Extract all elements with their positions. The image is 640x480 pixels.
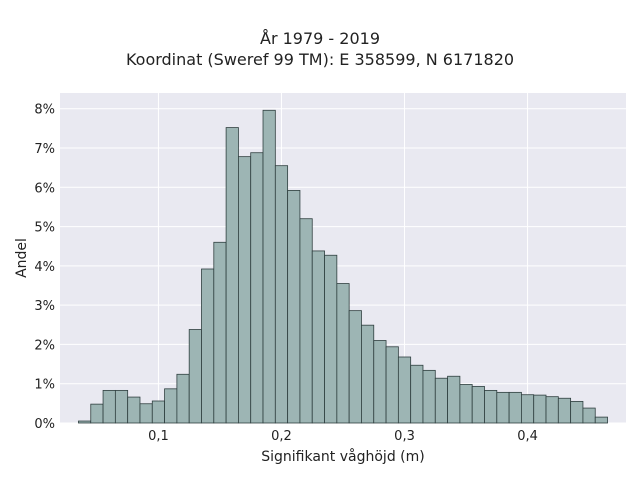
x-axis-ticks: 0,1 0,2 0,3 0,4 [148, 429, 538, 444]
bar-35 [508, 391, 522, 424]
bar-18 [299, 218, 313, 424]
bar-16 [274, 165, 289, 424]
bar-11 [213, 241, 227, 424]
bar-23 [361, 324, 375, 424]
bar-21 [336, 283, 350, 424]
x-tick-label-0: 0,1 [148, 429, 169, 444]
x-tick-label-2: 0,3 [394, 429, 415, 444]
bar-8 [176, 373, 190, 424]
y-tick-label-3: 3% [34, 299, 55, 314]
bar-40 [570, 400, 584, 424]
bar-28 [422, 369, 436, 424]
y-tick-label-4: 4% [34, 260, 55, 275]
bar-32 [471, 386, 485, 424]
bar-19 [311, 250, 325, 424]
bar-1 [90, 403, 104, 424]
bar-4 [127, 396, 141, 424]
bar-26 [397, 356, 412, 424]
y-tick-label-1: 1% [34, 378, 55, 393]
bar-34 [496, 391, 510, 424]
y-tick-label-0: 0% [34, 417, 55, 432]
bar-29 [434, 377, 448, 424]
bar-27 [410, 364, 424, 424]
bar-25 [385, 346, 399, 424]
chart-subtitle: Koordinat (Sweref 99 TM): E 358599, N 61… [125, 50, 515, 69]
bar-30 [447, 375, 461, 424]
y-tick-label-8: 8% [34, 103, 55, 118]
y-tick-label-5: 5% [34, 221, 55, 236]
bar-2 [102, 389, 116, 424]
bar-42 [594, 416, 608, 424]
bar-3 [114, 389, 129, 424]
bar-12 [225, 127, 239, 424]
bar-41 [582, 407, 596, 424]
y-axis-label: Andel [14, 238, 30, 278]
y-axis-ticks: 0% 1% 2% 3% 4% 5% 6% 7% 8% [34, 103, 55, 432]
bar-31 [459, 384, 473, 424]
y-tick-label-6: 6% [34, 181, 55, 196]
bar-20 [324, 254, 338, 424]
bar-14 [250, 152, 264, 424]
bar-17 [287, 190, 301, 424]
x-tick-label-3: 0,4 [517, 429, 538, 444]
y-tick-label-7: 7% [34, 142, 55, 157]
bar-36 [521, 394, 535, 424]
bar-9 [188, 329, 202, 424]
bar-15 [262, 109, 276, 424]
bar-5 [139, 403, 153, 424]
bar-38 [545, 396, 559, 424]
bars-group [78, 109, 608, 424]
chart-title: År 1979 - 2019 [260, 29, 380, 48]
bar-0 [78, 420, 92, 424]
x-tick-label-1: 0,2 [271, 429, 292, 444]
bar-33 [484, 389, 498, 424]
bar-39 [557, 397, 572, 424]
bar-10 [201, 268, 215, 424]
y-tick-label-2: 2% [34, 338, 55, 353]
bar-22 [348, 310, 362, 424]
bar-37 [533, 394, 547, 424]
bar-24 [373, 340, 387, 424]
x-axis-label: Signifikant våghöjd (m) [261, 448, 424, 465]
bar-6 [151, 400, 165, 424]
bar-7 [164, 388, 178, 424]
bar-13 [238, 156, 252, 424]
